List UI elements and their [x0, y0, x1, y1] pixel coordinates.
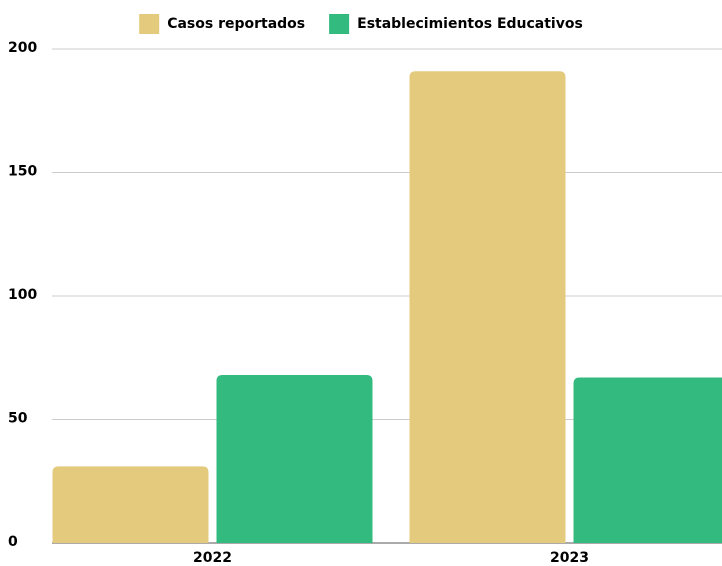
bar [573, 377, 722, 543]
x-tick-label: 2023 [550, 550, 589, 566]
bar [409, 71, 566, 543]
y-tick-label: 0 [8, 534, 18, 550]
bar [52, 466, 209, 543]
legend-label: Establecimientos Educativos [357, 16, 583, 32]
y-tick-label: 200 [8, 40, 37, 56]
legend-swatch [139, 14, 160, 34]
bar [216, 375, 373, 543]
y-tick-label: 150 [8, 164, 37, 180]
y-tick-label: 50 [8, 411, 28, 427]
legend-swatch [329, 14, 350, 34]
y-tick-label: 100 [8, 287, 37, 303]
x-tick-label: 2022 [193, 550, 232, 566]
legend-label: Casos reportados [167, 16, 305, 32]
